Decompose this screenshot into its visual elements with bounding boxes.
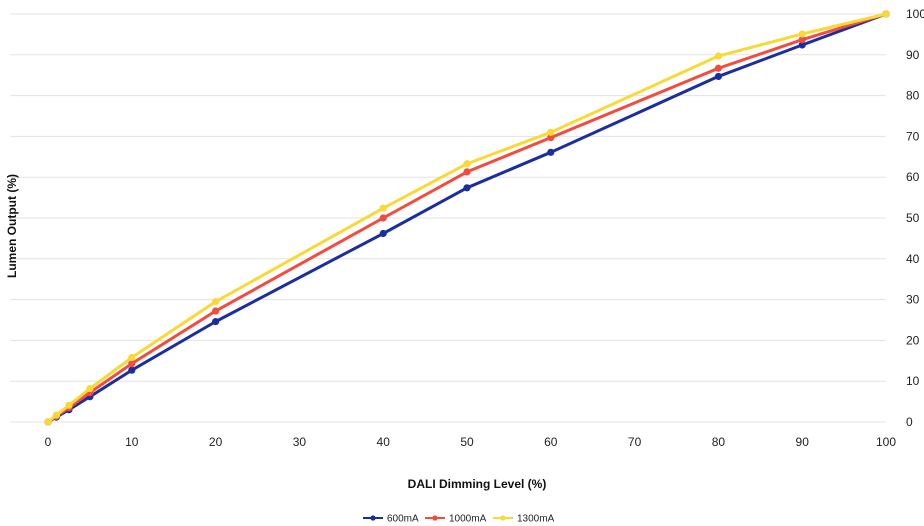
data-point [212,318,220,326]
data-point [798,36,806,44]
data-point [44,418,52,426]
data-point [379,229,387,238]
x-tick-label: 40 [377,435,391,449]
data-point [547,148,555,156]
data-point [86,384,94,393]
series-lines [44,10,890,426]
legend: 600mA 1000mA 1300mA [363,514,555,525]
legend-item-1300mA: 1300mA [493,514,555,525]
x-tick-label: 80 [712,435,726,449]
legend-item-600mA: 600mA [363,514,419,525]
y-tick-label: 0 [906,415,913,429]
x-axis-title: DALI Dimming Level (%) [408,477,547,491]
y-axis-title: Lumen Output (%) [5,174,19,278]
data-point [463,168,471,176]
data-point [379,204,387,212]
x-tick-label: 50 [460,435,474,449]
x-tick-label: 10 [125,435,139,449]
y-tick-label: 40 [906,252,920,266]
data-point [463,184,471,192]
x-tick-label: 0 [45,435,52,449]
data-point [65,401,73,409]
y-axis-ticks: 0 10 20 30 40 50 60 70 80 90 100 [906,7,924,429]
data-point [798,41,806,49]
legend-label: 1000mA [449,514,487,525]
data-point [128,366,136,374]
data-point [52,411,60,419]
legend-marker [500,515,506,521]
data-point [212,298,220,306]
y-tick-label: 20 [906,333,920,347]
legend-label: 1300mA [517,514,555,525]
gridlines [10,13,886,423]
y-tick-label: 30 [906,293,920,307]
legend-marker [432,515,438,521]
y-tick-label: 100 [906,7,924,21]
x-tick-label: 90 [796,435,810,449]
y-tick-label: 10 [906,374,920,388]
data-point [714,64,723,72]
x-tick-label: 60 [544,435,558,449]
data-point [212,307,220,315]
legend-item-1000mA: 1000mA [425,514,487,525]
data-point [714,52,723,60]
y-tick-label: 50 [906,211,920,225]
x-tick-label: 20 [209,435,223,449]
x-axis-ticks: 0 10 20 30 40 50 60 70 80 90 100 [45,435,897,449]
x-tick-label: 30 [293,435,307,449]
x-tick-label: 70 [628,435,642,449]
data-point [463,160,471,168]
data-point [128,360,136,368]
x-tick-label: 100 [876,435,896,449]
data-point [547,128,555,136]
y-tick-label: 60 [906,170,920,184]
data-point [128,353,136,362]
data-point [882,10,890,18]
data-point [379,214,387,222]
data-point [798,30,806,38]
series-1300mA [44,10,890,426]
legend-label: 600mA [387,514,419,525]
y-tick-label: 80 [906,89,920,103]
data-point [714,72,723,81]
y-tick-label: 70 [906,129,920,143]
y-tick-label: 90 [906,48,920,62]
legend-marker [370,515,376,521]
data-point [547,134,555,142]
